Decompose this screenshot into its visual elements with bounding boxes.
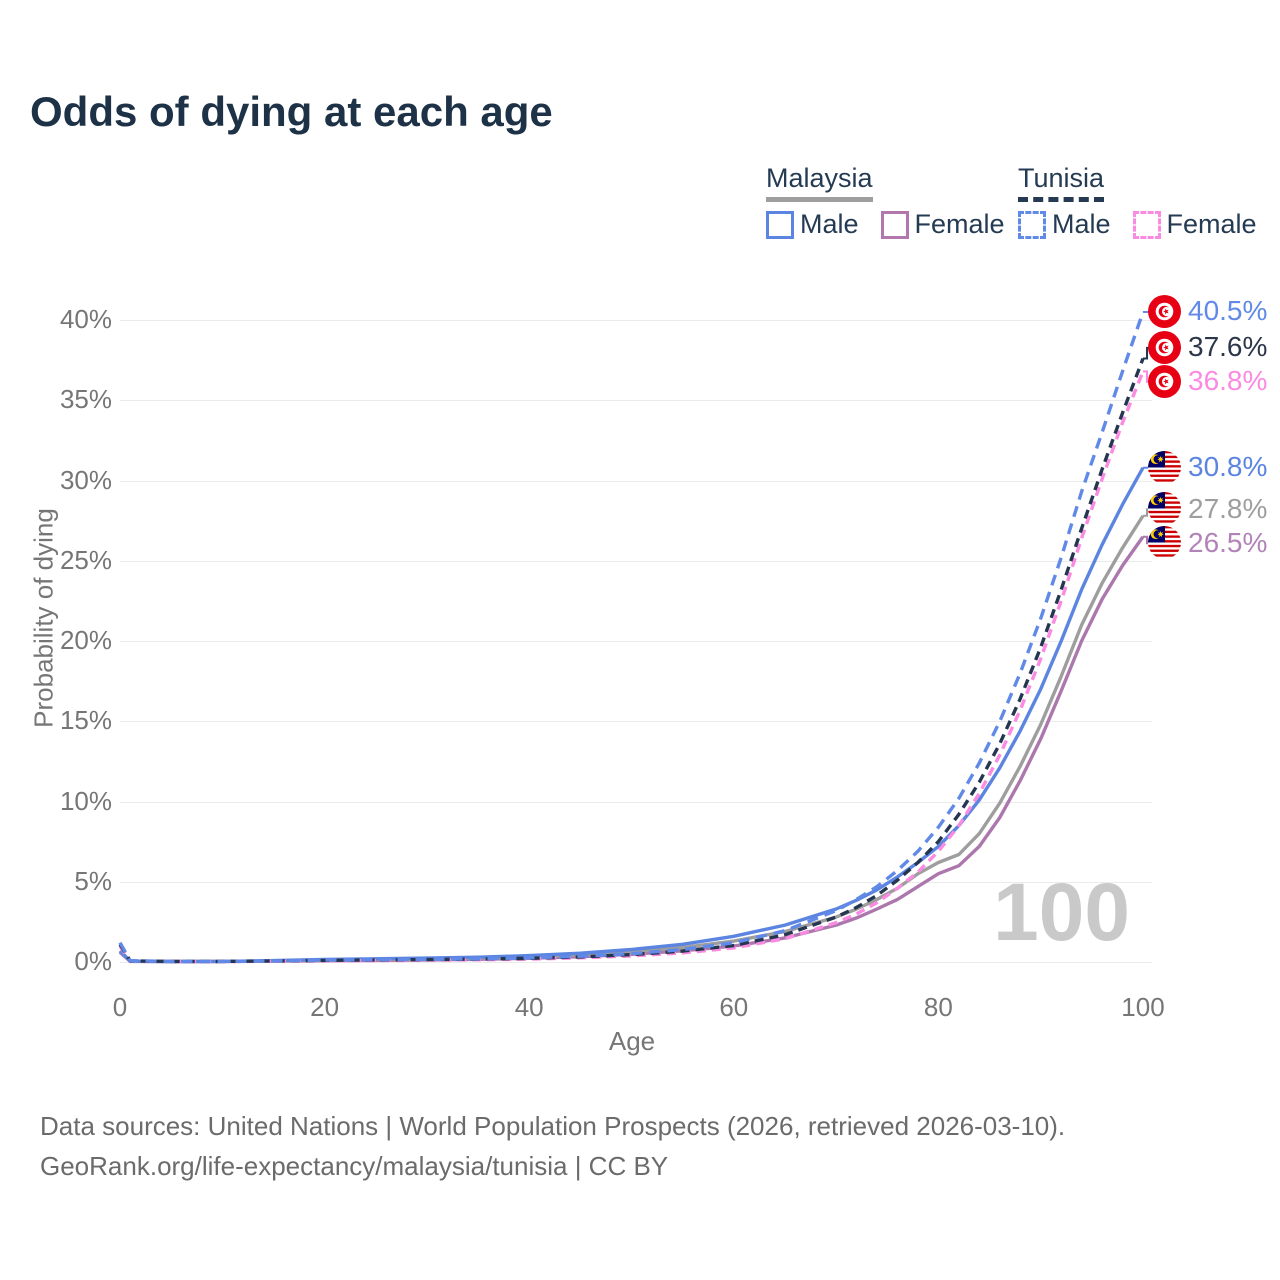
gridline	[120, 962, 1152, 963]
series-line-malaysia-male[interactable]	[118, 466, 1145, 964]
gridline	[120, 400, 1152, 402]
x-tick-label: 40	[514, 992, 544, 1022]
y-tick-label: 5%	[74, 865, 112, 896]
legend-item-label: Female	[914, 209, 1005, 239]
y-tick-label: 15%	[59, 705, 112, 736]
tunisia-male-swatch-icon	[1018, 210, 1046, 239]
legend-group-tunisia: Tunisia Male Female	[1018, 163, 1257, 240]
legend-item-malaysia-female[interactable]: Female	[880, 209, 1005, 240]
legend-item-tunisia-male[interactable]: Male	[1018, 209, 1111, 240]
series-line-malaysia-female[interactable]	[118, 535, 1145, 964]
legend-header-malaysia[interactable]: Malaysia	[766, 163, 873, 202]
end-label-tunisia-male[interactable]: 40.5%	[1148, 294, 1268, 328]
malaysia-flag-icon	[1148, 526, 1181, 560]
gridline	[120, 801, 1152, 803]
series-line-tunisia-all[interactable]	[118, 357, 1145, 964]
malaysia-flag-icon	[1148, 450, 1181, 484]
malaysia-flag-icon	[1148, 492, 1181, 526]
end-label-malaysia-all[interactable]: 27.8%	[1148, 492, 1268, 526]
end-label-value: 36.8%	[1188, 365, 1268, 397]
x-tick-label: 20	[310, 992, 340, 1022]
gridline	[120, 560, 1152, 562]
legend-item-label: Female	[1166, 209, 1257, 239]
end-label-value: 27.8%	[1188, 492, 1268, 524]
malaysia-male-swatch-icon	[766, 210, 794, 239]
end-label-tunisia-female[interactable]: 36.8%	[1148, 364, 1268, 398]
y-tick-label: 10%	[59, 785, 112, 816]
footer-sources: Data sources: United Nations | World Pop…	[40, 1111, 1066, 1141]
series-line-tunisia-female[interactable]	[118, 370, 1145, 964]
end-label-value: 26.5%	[1188, 526, 1268, 558]
x-tick-label: 80	[923, 992, 953, 1022]
x-tick-label: 100	[1121, 992, 1165, 1022]
gridline	[120, 881, 1152, 883]
y-axis-title: Probability of dying	[28, 508, 59, 728]
y-tick-label: 40%	[59, 304, 112, 334]
y-tick-label: 25%	[59, 544, 112, 575]
x-axis-title: Age	[608, 1026, 656, 1056]
series-line-tunisia-male[interactable]	[118, 311, 1145, 964]
x-tick-label: 60	[719, 992, 749, 1022]
y-tick-label: 35%	[59, 384, 112, 415]
tunisia-flag-icon	[1148, 330, 1181, 364]
end-label-value: 30.8%	[1188, 451, 1268, 483]
gridline	[120, 641, 1152, 642]
legend-item-label: Male	[800, 209, 859, 239]
legend-item-label: Male	[1052, 209, 1111, 239]
footer-url: GeoRank.org/life-expectancy/malaysia/tun…	[40, 1151, 669, 1181]
y-tick-label: 0%	[74, 946, 112, 976]
end-label-malaysia-female[interactable]: 26.5%	[1148, 526, 1268, 560]
tunisia-flag-icon	[1148, 294, 1181, 328]
end-label-value: 37.6%	[1188, 331, 1268, 363]
series-line-malaysia-all[interactable]	[118, 514, 1145, 964]
end-label-tunisia-all[interactable]: 37.6%	[1148, 330, 1268, 364]
y-tick-label: 30%	[59, 464, 112, 495]
y-tick-label: 20%	[59, 625, 112, 655]
gridline	[120, 320, 1152, 321]
gridline	[120, 721, 1152, 723]
x-tick-label: 0	[112, 992, 128, 1022]
malaysia-female-swatch-icon	[880, 210, 909, 239]
tunisia-female-swatch-icon	[1132, 210, 1161, 239]
end-label-value: 40.5%	[1188, 295, 1268, 327]
legend-item-tunisia-female[interactable]: Female	[1132, 209, 1257, 240]
legend-header-tunisia[interactable]: Tunisia	[1018, 163, 1105, 202]
legend-group-malaysia: Malaysia Male Female	[766, 163, 1005, 240]
legend-item-malaysia-male[interactable]: Male	[766, 209, 859, 240]
gridline	[120, 480, 1152, 482]
end-label-malaysia-male[interactable]: 30.8%	[1148, 450, 1268, 484]
footer: Data sources: United Nations | World Pop…	[40, 1106, 1065, 1186]
tunisia-flag-icon	[1148, 364, 1181, 398]
page-title: Odds of dying at each age	[30, 88, 553, 135]
age-watermark: 100	[993, 867, 1130, 958]
